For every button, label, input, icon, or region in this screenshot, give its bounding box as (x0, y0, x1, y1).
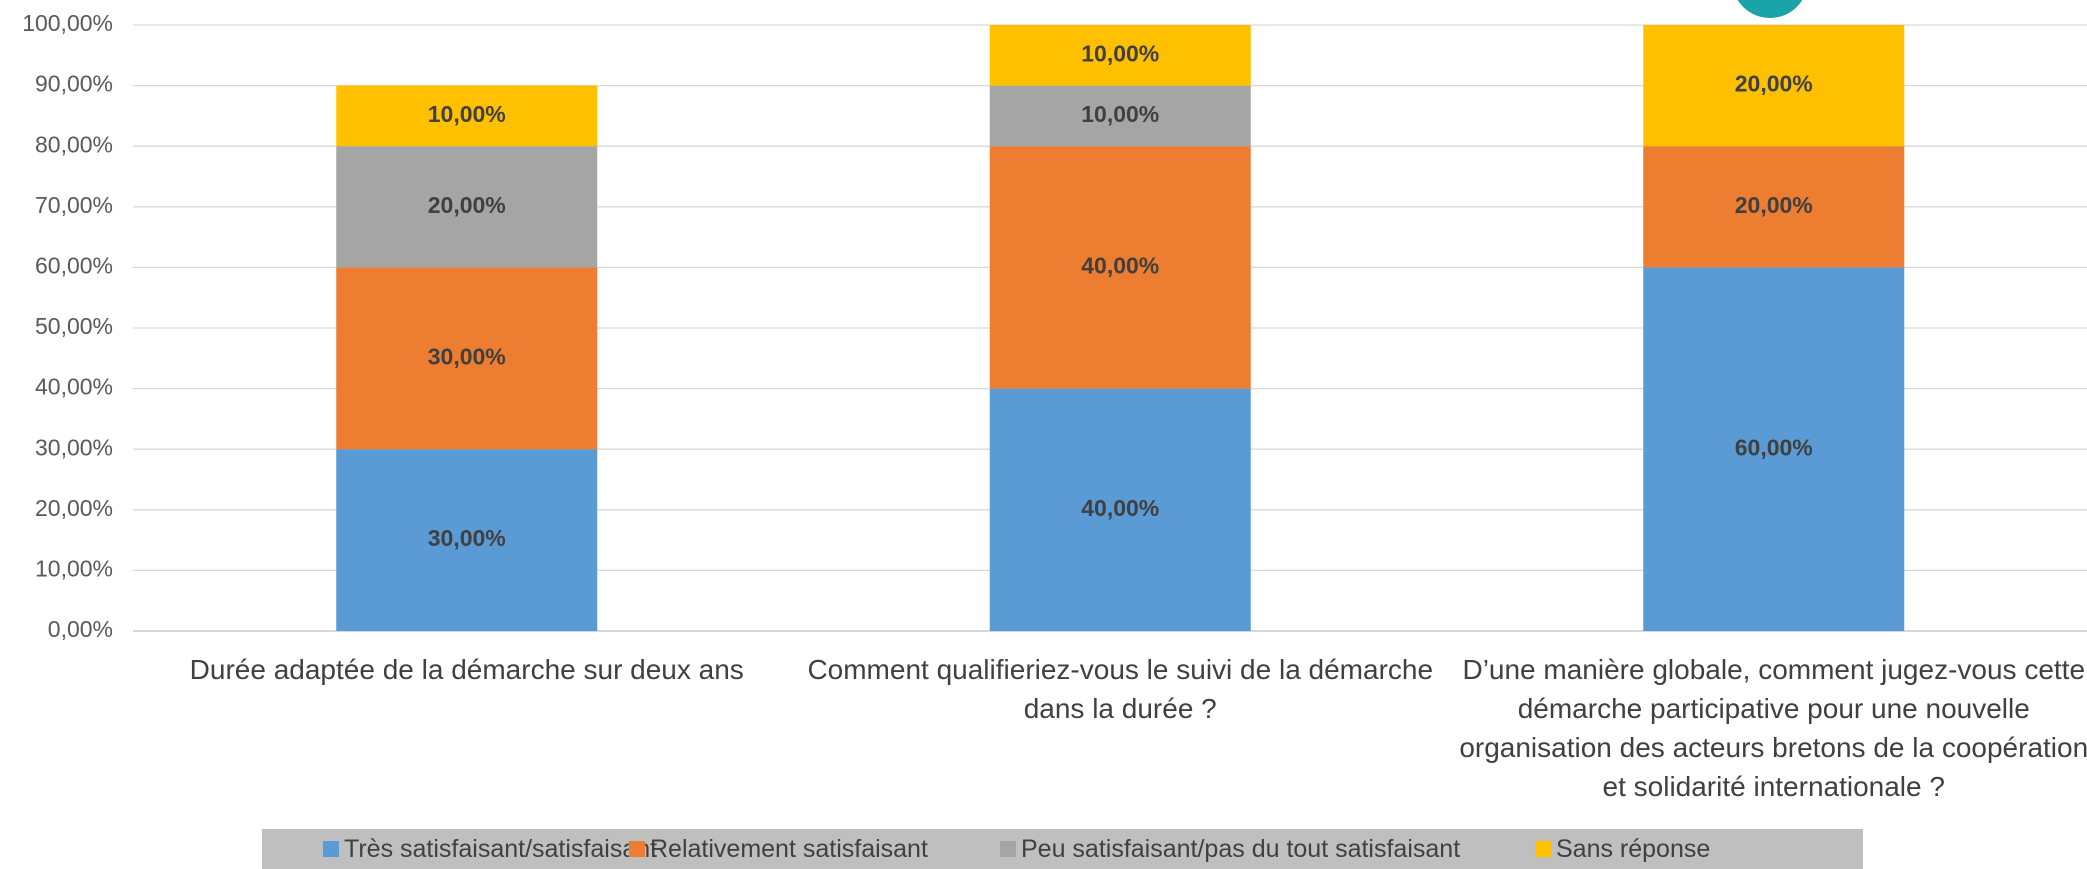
legend-item: Très satisfaisant/satisfaisant (323, 829, 657, 869)
data-label: 30,00% (428, 525, 506, 551)
y-tick-label: 30,00% (35, 434, 113, 460)
legend-swatch (629, 841, 645, 857)
bar-segment (336, 146, 598, 268)
data-label: 40,00% (1081, 495, 1159, 521)
data-label: 20,00% (428, 192, 506, 218)
bar-segment (336, 449, 598, 631)
legend-label: Relativement satisfaisant (650, 834, 928, 863)
bar-segment (1643, 146, 1905, 268)
data-label: 10,00% (1081, 101, 1159, 127)
y-tick-label: 60,00% (35, 252, 113, 278)
data-label: 30,00% (428, 343, 506, 369)
y-tick-label: 70,00% (35, 192, 113, 218)
data-label: 10,00% (428, 101, 506, 127)
y-tick-label: 100,00% (22, 10, 113, 36)
bar-segment (989, 25, 1251, 86)
y-tick-label: 0,00% (48, 616, 113, 642)
y-tick-label: 20,00% (35, 495, 113, 521)
y-tick-label: 90,00% (35, 71, 113, 97)
bar-segment (336, 267, 598, 450)
bar-segment (989, 388, 1251, 631)
y-tick-label: 10,00% (35, 555, 113, 581)
data-label: 60,00% (1735, 434, 1813, 460)
data-label: 40,00% (1081, 252, 1159, 278)
legend-item: Sans réponse (1535, 829, 1710, 869)
legend-label: Sans réponse (1556, 834, 1711, 863)
bar-segment (336, 85, 598, 147)
data-label: 20,00% (1735, 71, 1813, 97)
bar-segment (989, 85, 1251, 147)
legend-swatch (1535, 841, 1551, 857)
bar-segment (1643, 25, 1905, 147)
legend-label: Très satisfaisant/satisfaisant (344, 834, 658, 863)
legend-swatch (1000, 841, 1016, 857)
legend-label: Peu satisfaisant/pas du tout satisfaisan… (1021, 834, 1461, 863)
bar-segment (989, 146, 1251, 389)
x-tick-label: D’une manière globale, comment jugez-vou… (1459, 654, 2087, 802)
y-tick-label: 80,00% (35, 131, 113, 157)
data-label: 20,00% (1735, 192, 1813, 218)
y-tick-label: 40,00% (35, 374, 113, 400)
x-tick-label: Durée adaptée de la démarche sur deux an… (189, 654, 744, 685)
legend-item: Relativement satisfaisant (629, 829, 928, 869)
y-tick-label: 50,00% (35, 313, 113, 339)
logo-shape (1737, 0, 1803, 18)
legend: Très satisfaisant/satisfaisant Relativeme… (262, 829, 1863, 869)
x-tick-label: Comment qualifieriez-vous le suivi de la… (807, 654, 1434, 724)
legend-swatch (323, 841, 339, 857)
bar-segment (1643, 267, 1905, 631)
legend-item: Peu satisfaisant/pas du tout satisfaisan… (1000, 829, 1460, 869)
data-label: 10,00% (1081, 40, 1159, 66)
